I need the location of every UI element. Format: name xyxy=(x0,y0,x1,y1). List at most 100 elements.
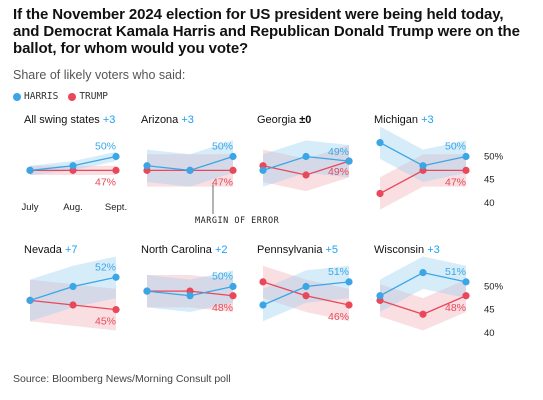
value-label-trump-all-swing-states: 47% xyxy=(95,176,116,188)
panel-diff-north-carolina: +2 xyxy=(215,244,228,256)
point-harris-north-carolina xyxy=(229,282,237,291)
legend-dot-harris xyxy=(13,92,21,101)
panel-diff-nevada: +7 xyxy=(65,244,78,256)
panel-diff-arizona: +3 xyxy=(181,114,194,126)
panel-title-north-carolina: North Carolina +2 xyxy=(141,244,228,256)
point-harris-georgia xyxy=(259,166,267,174)
legend: HARRIS TRUMP xyxy=(13,91,108,102)
point-harris-wisconsin xyxy=(462,278,470,286)
y-tick-label: 45 xyxy=(484,305,495,316)
moe-band-harris-georgia xyxy=(263,140,349,187)
panel-name-arizona: Arizona xyxy=(141,114,181,126)
x-tick-label: July xyxy=(22,202,39,213)
point-harris-all-swing-states xyxy=(112,152,120,161)
point-harris-pennsylvania xyxy=(302,282,310,291)
value-label-harris-all-swing-states: 50% xyxy=(95,141,116,153)
value-label-harris-nevada: 52% xyxy=(95,261,116,273)
panel-name-north-carolina: North Carolina xyxy=(141,244,215,256)
point-harris-all-swing-states xyxy=(26,166,34,174)
point-trump-arizona xyxy=(229,166,237,174)
point-trump-nevada xyxy=(69,301,77,309)
point-trump-nevada xyxy=(112,306,120,314)
y-tick-label: 50% xyxy=(484,152,504,163)
moe-band-trump-michigan xyxy=(380,154,466,210)
point-harris-michigan xyxy=(462,152,470,161)
value-label-harris-north-carolina: 50% xyxy=(212,271,233,283)
value-label-trump-nevada: 45% xyxy=(95,316,116,328)
moe-annotation: MARGIN OF ERROR xyxy=(195,216,280,226)
point-harris-arizona xyxy=(186,166,194,174)
source-note: Source: Bloomberg News/Morning Consult p… xyxy=(13,373,231,385)
point-harris-all-swing-states xyxy=(69,162,77,170)
x-tick-label: Aug. xyxy=(63,202,83,213)
panel-name-pennsylvania: Pennsylvania xyxy=(257,244,326,256)
panel-diff-all-swing-states: +3 xyxy=(103,114,116,126)
point-trump-north-carolina xyxy=(229,292,237,300)
value-label-harris-arizona: 50% xyxy=(212,141,233,153)
point-harris-arizona xyxy=(143,162,151,170)
value-label-trump-pennsylvania: 46% xyxy=(328,311,349,323)
point-trump-michigan xyxy=(462,166,470,174)
point-harris-pennsylvania xyxy=(345,278,353,286)
value-label-harris-pennsylvania: 51% xyxy=(328,266,349,278)
point-trump-wisconsin xyxy=(419,310,427,318)
value-label-trump-wisconsin: 48% xyxy=(445,302,466,314)
value-label-trump-arizona: 47% xyxy=(212,176,233,188)
point-harris-wisconsin xyxy=(419,269,427,277)
point-harris-michigan xyxy=(419,162,427,170)
point-trump-pennsylvania xyxy=(345,301,353,309)
legend-item-trump: TRUMP xyxy=(68,91,108,102)
value-label-harris-michigan: 50% xyxy=(445,141,466,153)
point-trump-pennsylvania xyxy=(259,278,267,286)
legend-label-trump: TRUMP xyxy=(79,91,108,102)
moe-band-trump-wisconsin xyxy=(380,279,466,331)
moe-band-harris-michigan xyxy=(380,126,466,182)
moe-band-harris-arizona xyxy=(147,140,233,187)
point-harris-arizona xyxy=(229,152,237,161)
moe-band-trump-georgia xyxy=(263,144,349,192)
panel-diff-pennsylvania: +5 xyxy=(326,244,339,256)
point-harris-georgia xyxy=(345,157,353,165)
point-trump-pennsylvania xyxy=(302,292,310,300)
point-trump-wisconsin xyxy=(462,292,470,300)
point-trump-all-swing-states xyxy=(112,166,120,174)
point-harris-nevada xyxy=(112,273,120,281)
panel-title-pennsylvania: Pennsylvania +5 xyxy=(257,244,338,256)
panel-title-arizona: Arizona +3 xyxy=(141,114,194,126)
legend-label-harris: HARRIS xyxy=(24,91,59,102)
point-trump-michigan xyxy=(376,189,384,198)
panel-name-all-swing-states: All swing states xyxy=(24,114,103,126)
panel-diff-georgia: ±0 xyxy=(299,114,311,126)
panel-name-michigan: Michigan xyxy=(374,114,421,126)
moe-band-harris-wisconsin xyxy=(380,256,466,312)
panel-title-wisconsin: Wisconsin +3 xyxy=(374,244,440,256)
value-label-trump-north-carolina: 48% xyxy=(212,302,233,314)
panel-title-michigan: Michigan +3 xyxy=(374,114,434,126)
panel-title-georgia: Georgia ±0 xyxy=(257,114,311,126)
chart-title: If the November 2024 election for US pre… xyxy=(13,6,520,57)
chart-subtitle: Share of likely voters who said: xyxy=(13,68,186,82)
panel-title-all-swing-states: All swing states +3 xyxy=(24,114,115,126)
value-label-harris-wisconsin: 51% xyxy=(445,266,466,278)
point-harris-pennsylvania xyxy=(259,301,267,309)
panel-name-wisconsin: Wisconsin xyxy=(374,244,427,256)
point-harris-wisconsin xyxy=(376,292,384,300)
legend-dot-trump xyxy=(68,92,77,101)
panel-name-nevada: Nevada xyxy=(24,244,65,256)
point-harris-michigan xyxy=(376,139,384,147)
legend-item-harris: HARRIS xyxy=(13,91,58,102)
panel-diff-wisconsin: +3 xyxy=(427,244,440,256)
value-label-trump-michigan: 47% xyxy=(445,176,466,188)
y-tick-label: 40 xyxy=(484,328,495,339)
point-trump-georgia xyxy=(302,171,310,179)
y-tick-label: 45 xyxy=(484,175,495,186)
point-harris-georgia xyxy=(302,152,310,161)
panel-name-georgia: Georgia xyxy=(257,114,299,126)
panel-diff-michigan: +3 xyxy=(421,114,434,126)
point-harris-north-carolina xyxy=(143,287,151,295)
point-harris-nevada xyxy=(69,282,77,291)
value-label-trump-georgia: 49% xyxy=(328,166,349,178)
point-harris-north-carolina xyxy=(186,292,194,300)
y-tick-label: 50% xyxy=(484,282,504,293)
